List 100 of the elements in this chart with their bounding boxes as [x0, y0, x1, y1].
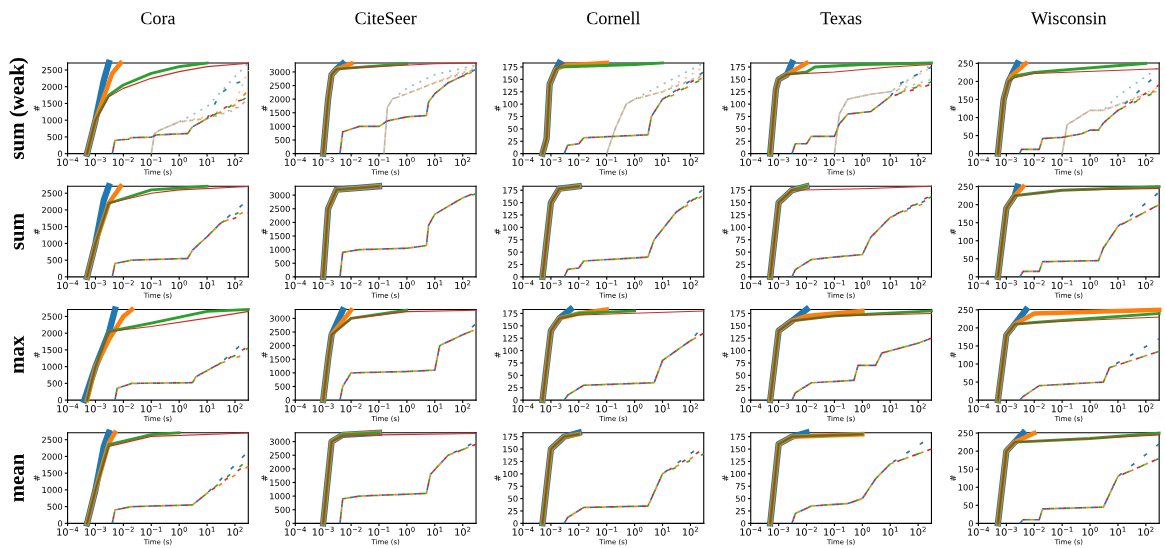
y-tick-label: 25 — [508, 261, 518, 268]
y-axis-title: # — [33, 475, 40, 481]
x-tick-label: 10$^{−3}$ — [768, 403, 790, 413]
x-tick-label: 10$^{−2}$ — [340, 403, 362, 413]
x-tick-label: 10$^{−1}$ — [368, 280, 390, 290]
y-tick-label: 0 — [741, 520, 746, 527]
x-tick-label: 10$^{1}$ — [427, 157, 443, 166]
x-tick-label: 10$^{1}$ — [1110, 280, 1126, 290]
y-tick-label: 175 — [503, 64, 518, 71]
y-tick-label: 2500 — [269, 82, 290, 89]
y-tick-label: 200 — [958, 78, 974, 85]
x-tick-label: 10$^{−2}$ — [113, 280, 134, 290]
text: mean — [13, 454, 24, 502]
x-tick-label: 10$^{−2}$ — [796, 280, 817, 290]
x-tick-label: 10$^{−3}$ — [768, 526, 790, 536]
y-axis-title: # — [494, 105, 501, 112]
x-tick-label: 10$^{0}$ — [171, 280, 187, 290]
y-tick-label: 0 — [968, 273, 974, 281]
x-tick-label: 10$^{−1}$ — [140, 526, 162, 536]
y-tick-label: 150 — [730, 322, 746, 330]
y-tick-label: 50 — [735, 249, 746, 256]
y-axis-title: # — [261, 228, 268, 235]
x-tick-label: 10$^{−2}$ — [113, 526, 134, 536]
x-tick-label: 10$^{0}$ — [1082, 157, 1098, 166]
x-tick-label: 10$^{−4}$ — [512, 403, 534, 413]
x-tick-label: 10$^{2}$ — [1138, 157, 1154, 166]
y-tick-label: 0 — [513, 150, 518, 157]
y-tick-label: 500 — [275, 506, 290, 514]
y-tick-label: 50 — [735, 495, 746, 502]
x-tick-label: 10$^{−1}$ — [824, 280, 845, 290]
y-tick-label: 50 — [508, 372, 518, 379]
y-axis-title: # — [949, 105, 956, 112]
y-tick-label: 125 — [730, 335, 746, 342]
x-tick-label: 10$^{1}$ — [199, 526, 215, 536]
y-tick-label: 2500 — [42, 190, 63, 197]
y-tick-label: 125 — [503, 335, 518, 342]
y-tick-label: 1500 — [42, 100, 63, 107]
y-tick-label: 75 — [508, 360, 518, 367]
x-tick-label: 10$^{0}$ — [1082, 280, 1098, 290]
x-tick-label: 10$^{−3}$ — [312, 280, 334, 290]
x-tick-label: 10$^{2}$ — [682, 157, 698, 166]
y-tick-label: 1000 — [42, 486, 63, 494]
y-axis-title: # — [494, 475, 501, 481]
text: sum — [13, 213, 25, 250]
x-tick-label: 10$^{0}$ — [627, 280, 643, 290]
y-tick-label: 150 — [730, 199, 746, 206]
y-tick-label: 25 — [508, 507, 518, 515]
y-tick-label: 150 — [730, 446, 746, 453]
x-tick-label: 10$^{−4}$ — [57, 526, 79, 536]
y-tick-label: 0 — [513, 397, 518, 404]
x-tick-label: 10$^{0}$ — [854, 526, 871, 536]
y-tick-label: 0 — [513, 273, 518, 281]
x-tick-label: 10$^{0}$ — [399, 280, 415, 290]
y-tick-label: 1500 — [42, 346, 63, 354]
y-tick-label: 25 — [508, 384, 518, 392]
x-tick-label: 10$^{−2}$ — [796, 526, 817, 536]
y-axis-title: # — [722, 228, 729, 235]
y-tick-label: 0 — [57, 397, 63, 404]
y-axis-title: # — [949, 228, 956, 235]
y-tick-label: 50 — [508, 249, 518, 256]
y-tick-label: 75 — [735, 360, 746, 367]
y-tick-label: 50 — [508, 495, 518, 502]
y-tick-label: 500 — [275, 137, 290, 144]
x-tick-label: 10$^{1}$ — [1110, 157, 1126, 166]
y-tick-label: 1000 — [270, 246, 290, 253]
y-tick-label: 50 — [735, 372, 746, 379]
y-tick-label: 1000 — [270, 369, 290, 377]
y-tick-label: 125 — [730, 88, 746, 96]
y-tick-label: 1500 — [42, 223, 63, 230]
y-tick-label: 250 — [958, 183, 974, 190]
x-tick-label: 10$^{−2}$ — [568, 157, 590, 166]
x-tick-label: 10$^{0}$ — [171, 157, 187, 166]
y-tick-label: 150 — [730, 76, 746, 83]
x-tick-label: 10$^{−4}$ — [284, 526, 306, 536]
y-axis-title: # — [494, 228, 501, 235]
y-tick-label: 200 — [958, 324, 974, 332]
x-tick-label: 10$^{−2}$ — [1023, 280, 1045, 290]
y-axis-title: # — [33, 351, 40, 358]
y-tick-label: 75 — [735, 236, 746, 244]
y-tick-label: 50 — [735, 125, 746, 133]
x-tick-label: 10$^{−2}$ — [340, 526, 362, 536]
y-axis-title: # — [722, 475, 729, 481]
x-tick-label: 10$^{−1}$ — [140, 157, 162, 166]
y-tick-label: 0 — [513, 520, 518, 527]
y-tick-label: 0 — [968, 150, 974, 157]
x-tick-label: 10$^{0}$ — [171, 526, 187, 536]
y-tick-label: 2500 — [42, 436, 63, 443]
y-tick-label: 3000 — [269, 438, 290, 445]
y-tick-label: 1000 — [42, 117, 63, 124]
x-tick-label: 10$^{−3}$ — [312, 157, 334, 166]
x-tick-label: 10$^{2}$ — [455, 403, 471, 413]
y-tick-label: 0 — [741, 397, 746, 404]
x-tick-label: 10$^{−3}$ — [768, 280, 790, 290]
y-tick-label: 175 — [503, 187, 518, 194]
y-tick-label: 100 — [958, 484, 974, 491]
y-tick-label: 2500 — [269, 329, 290, 336]
x-tick-label: 10$^{1}$ — [655, 280, 671, 290]
x-tick-label: 10$^{2}$ — [227, 526, 243, 536]
y-tick-label: 0 — [741, 273, 746, 281]
y-tick-label: 125 — [503, 88, 518, 96]
